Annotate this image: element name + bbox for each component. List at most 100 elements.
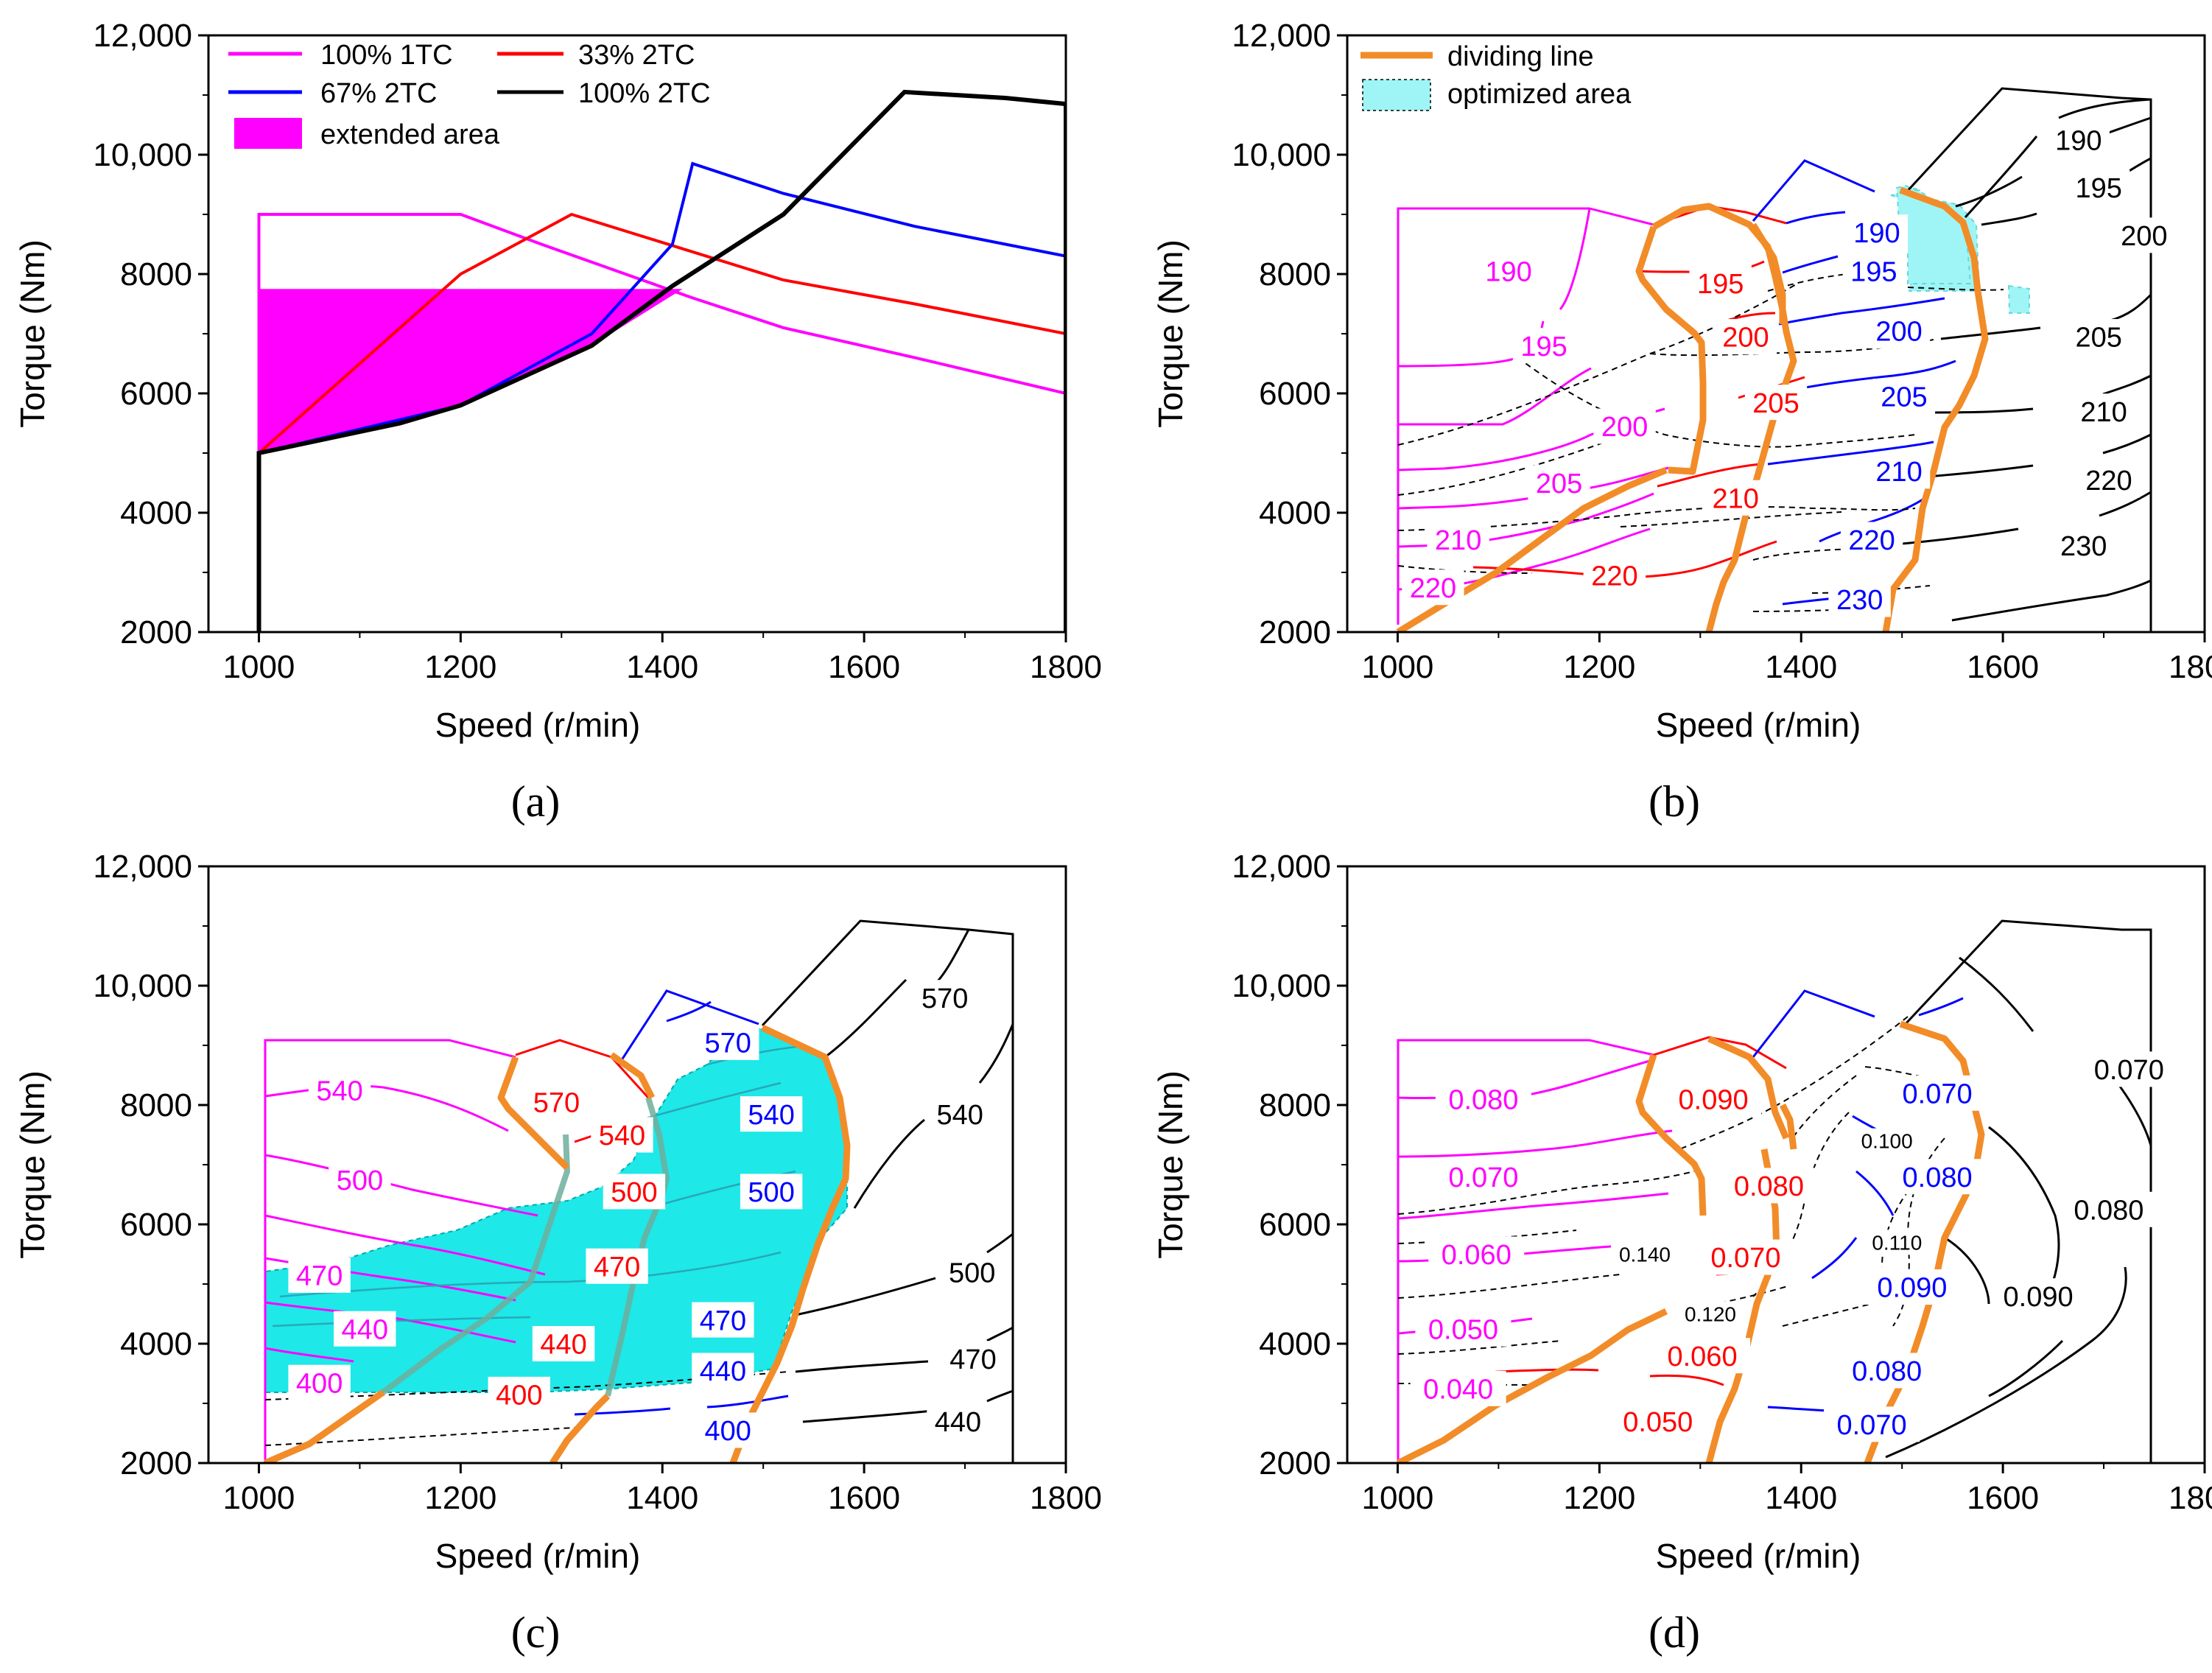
contour-labels: 0.080 0.070 0.060 0.050 0.040 0.090 0.080 0.070…: [1410, 1051, 2177, 1442]
contour-label-bg: [1721, 1168, 1817, 1204]
contour-label: 0.070: [1448, 1162, 1518, 1193]
contour-label: 500: [337, 1165, 383, 1196]
contour-label-bg: [1415, 1311, 1511, 1347]
y-tick-label: 8000: [120, 256, 192, 292]
legend-swatch: [234, 118, 302, 149]
x-tick-label: 1600: [1967, 649, 2039, 685]
legend-label: 100% 1TC: [320, 40, 453, 71]
y-tick-label: 6000: [1259, 1207, 1331, 1243]
contour-label-bg: [288, 1364, 351, 1400]
x-tick-label: 1800: [1030, 1480, 1102, 1516]
contour-label-bg: [1840, 522, 1903, 558]
contour-label-bg: [692, 1302, 754, 1338]
contour-label: 0.120: [1685, 1303, 1736, 1326]
legend-label: optimized area: [1447, 79, 1632, 110]
contour-label-bg: [927, 1403, 989, 1439]
contour-label-bg: [1744, 385, 1808, 421]
contour-label: 200: [2121, 221, 2167, 252]
contour-label-bg: [334, 1311, 396, 1347]
contour-label: 0.080: [1852, 1356, 1922, 1387]
x-tick-label: 1000: [223, 649, 295, 685]
contour-label: 0.090: [1679, 1085, 1749, 1116]
contour-label-bg: [697, 1024, 759, 1060]
plot-frame: [1346, 865, 2206, 1465]
contour-label: 195: [1520, 332, 1567, 362]
contour-label-bg: [1477, 253, 1540, 289]
series-line-100-1tc: [257, 213, 1066, 632]
y-tick-label: 10,000: [1232, 137, 1331, 173]
contour-label-bg: [1824, 1406, 1920, 1442]
x-tick-label: 1800: [1030, 649, 1102, 685]
legend-label: extended area: [320, 119, 500, 150]
plot-area: [1396, 87, 2152, 632]
contour-label-bg: [1528, 465, 1590, 501]
contour-label: 0.060: [1442, 1240, 1511, 1271]
x-tick-label: 1400: [1765, 1480, 1837, 1516]
contour-label: 210: [1435, 525, 1481, 556]
contour-label: 570: [533, 1088, 580, 1119]
x-tick-label: 1800: [2169, 1480, 2212, 1516]
contour-label: 440: [700, 1356, 746, 1387]
y-tick-label: 8000: [120, 1087, 192, 1123]
contour-label-bg: [1872, 379, 1936, 415]
contour-label-bg: [1583, 558, 1646, 594]
contour-label-bg: [740, 1096, 803, 1132]
y-tick-label: 8000: [1259, 256, 1331, 292]
contour-label-bg: [1867, 312, 1931, 348]
contour-label: 200: [1875, 317, 1922, 348]
contour-label-bg: [1689, 265, 1752, 301]
contour-label: 0.050: [1623, 1407, 1693, 1438]
y-axis-title: Torque (Nm): [13, 1070, 52, 1259]
contour-label-bg: [1427, 522, 1489, 558]
contour-label: 0.080: [1448, 1085, 1518, 1116]
contour-label: 205: [2076, 323, 2122, 354]
legend-label: 100% 2TC: [578, 78, 711, 109]
contour-label: 0.070: [1837, 1410, 1907, 1441]
contour-label: 470: [949, 1344, 996, 1375]
extended-area: [259, 289, 683, 453]
contour-label-bg: [1863, 1230, 1931, 1255]
contour-label-bg: [586, 1248, 648, 1284]
contour-label-bg: [2072, 393, 2135, 429]
contour-label-bg: [1828, 581, 1891, 617]
plot-area: [256, 89, 1066, 632]
contour-label: 540: [316, 1076, 362, 1106]
contour-label: 500: [949, 1258, 995, 1288]
contour-label: 190: [1853, 218, 1900, 249]
contour-label: 500: [748, 1177, 794, 1208]
legend-label: 33% 2TC: [578, 40, 695, 71]
contour-label-bg: [1676, 1301, 1744, 1327]
y-tick-label: 2000: [1259, 614, 1331, 650]
contour-label: 0.110: [1872, 1231, 1922, 1254]
x-tick-label: 1000: [1362, 649, 1434, 685]
y-tick-label: 12,000: [1232, 18, 1331, 54]
legend-swatch: [1362, 79, 1431, 111]
contour-label: 0.080: [1903, 1162, 1973, 1193]
plot-frame: [207, 34, 1067, 634]
contour-label: 220: [2085, 466, 2132, 497]
x-axis-title: Speed (r/min): [435, 1537, 641, 1575]
y-tick-label: 12,000: [93, 849, 192, 885]
contour-label-bg: [2077, 462, 2141, 498]
contour-label-bg: [2081, 1051, 2177, 1087]
plot-area: [1396, 919, 2152, 1463]
contour-label-bg: [1704, 480, 1767, 516]
panel-b: 1000 1200 1400 1600 1800 2000 4000 6000 8000 10,0…: [1151, 18, 2212, 826]
contour-label-bg: [1714, 319, 1777, 355]
contour-label: 195: [2076, 173, 2122, 204]
contour-label: 195: [1850, 257, 1897, 288]
axis-ticks: 1000 1200 1400 1600 1800 2000 4000 6000 8000 10,0…: [93, 18, 1102, 685]
x-tick-label: 1400: [626, 1480, 698, 1516]
y-axis-title: Torque (Nm): [1151, 1070, 1190, 1259]
contour-label: 0.140: [1619, 1244, 1671, 1266]
panel-d: 1000 1200 1400 1600 1800 2000 4000 6000 8000 10,0…: [1151, 849, 2212, 1657]
contour-label-bg: [1839, 1353, 1935, 1389]
panel-label: (a): [511, 777, 561, 826]
contour-label: 540: [937, 1100, 983, 1131]
y-tick-label: 4000: [1259, 495, 1331, 531]
x-tick-label: 1600: [828, 649, 900, 685]
contour-lines-black: [1885, 87, 2152, 632]
y-tick-label: 6000: [120, 1207, 192, 1243]
y-tick-label: 6000: [1259, 376, 1331, 412]
legend: 100% 1TC 33% 2TC 67% 2TC 100% 2TC extend…: [228, 40, 711, 150]
